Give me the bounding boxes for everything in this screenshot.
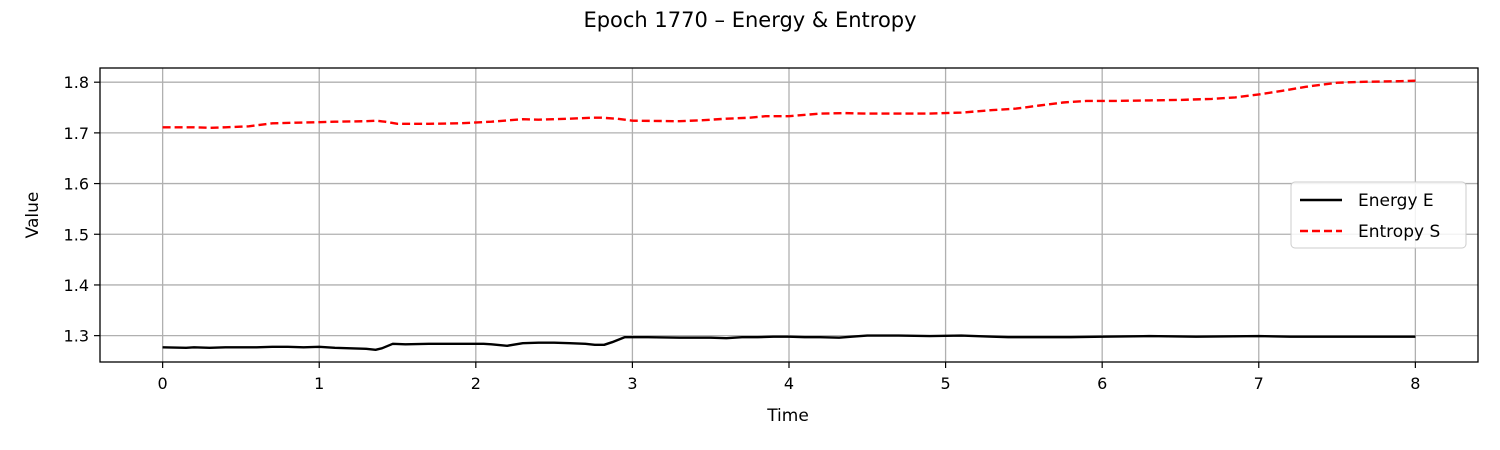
y-tick-label: 1.4 [64, 276, 89, 295]
y-tick-label: 1.7 [64, 124, 89, 143]
x-tick-label: 2 [471, 374, 481, 393]
x-tick-label: 3 [627, 374, 637, 393]
y-axis-label: Value [23, 192, 43, 239]
series-layer [162, 79, 1416, 351]
legend: Energy E Entropy S [1290, 181, 1467, 249]
legend-label: Entropy S [1358, 222, 1440, 242]
ticks: 0 1 2 3 4 5 6 7 8 1.3 1.4 1.5 1.6 1.7 1.8 [64, 73, 1421, 393]
grid [100, 68, 1478, 362]
x-tick-label: 5 [940, 374, 950, 393]
x-tick-label: 8 [1410, 374, 1420, 393]
legend-label: Energy E [1358, 191, 1434, 211]
x-axis-label: Time [766, 406, 809, 426]
y-tick-label: 1.5 [64, 225, 89, 244]
series-line-entropy-s [162, 79, 1416, 130]
chart-title: Epoch 1770 – Energy & Entropy [583, 8, 916, 32]
legend-box [1290, 181, 1467, 249]
x-tick-label: 1 [314, 374, 324, 393]
x-tick-label: 7 [1254, 374, 1264, 393]
y-tick-label: 1.8 [64, 73, 89, 92]
y-tick-label: 1.6 [64, 175, 89, 194]
series-line-energy-e [162, 334, 1416, 351]
x-tick-label: 4 [784, 374, 794, 393]
x-tick-label: 6 [1097, 374, 1107, 393]
x-tick-label: 0 [158, 374, 168, 393]
y-tick-label: 1.3 [64, 327, 89, 346]
